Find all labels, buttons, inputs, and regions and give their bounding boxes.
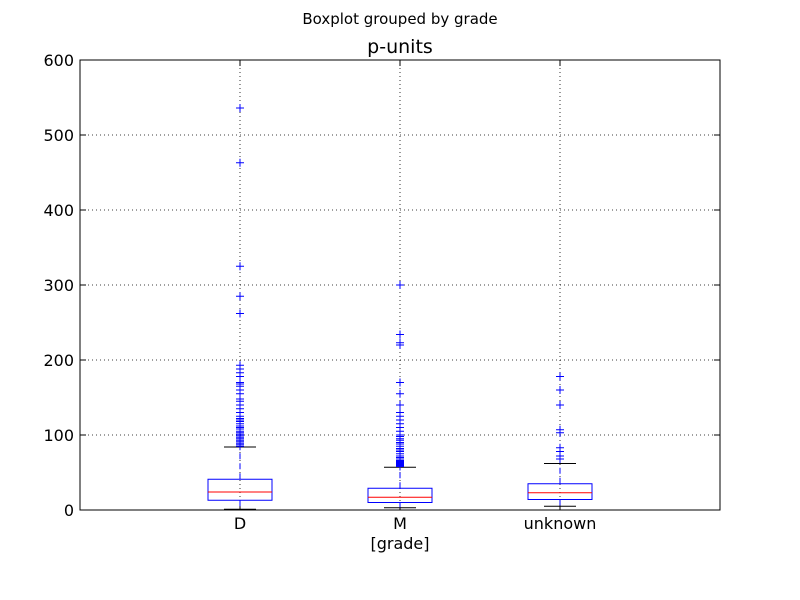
outlier-point	[396, 408, 404, 417]
box-iqr	[367, 487, 433, 503]
outlier-point	[236, 361, 244, 370]
outlier-point	[396, 401, 404, 409]
box-iqr	[527, 483, 593, 500]
plot-frame	[79, 59, 721, 511]
x-tick-label: D	[234, 514, 246, 533]
outlier-point	[556, 372, 564, 381]
chart-title: p-units	[367, 36, 433, 58]
y-tick-label: 100	[43, 426, 74, 445]
boxes	[207, 104, 593, 510]
outlier-point	[236, 104, 244, 112]
outlier-point	[396, 378, 404, 387]
box-group	[527, 372, 593, 507]
y-tick-label: 0	[64, 501, 74, 520]
outlier-point	[236, 158, 244, 167]
outlier-point	[396, 330, 404, 339]
x-tick-label: M	[393, 514, 407, 533]
x-tick-label: unknown	[524, 514, 597, 533]
outlier-point	[556, 401, 564, 409]
outlier-point	[396, 389, 404, 398]
outlier-point	[556, 386, 564, 394]
outlier-point	[236, 262, 244, 271]
outlier-point	[236, 292, 244, 301]
box-iqr	[207, 478, 273, 501]
y-axis: 0 100 200 300 400 500 600	[43, 51, 720, 520]
y-tick-label: 400	[43, 201, 74, 220]
box-group	[367, 281, 433, 509]
y-tick-label: 300	[43, 276, 74, 295]
outlier-point	[396, 281, 404, 289]
outlier-point	[556, 443, 564, 452]
y-tick-label: 600	[43, 51, 74, 70]
y-tick-label: 500	[43, 126, 74, 145]
x-axis-label: [grade]	[370, 534, 429, 553]
outlier-point	[236, 309, 244, 318]
outlier-point	[396, 338, 404, 347]
outlier-point	[556, 425, 564, 434]
chart-suptitle: Boxplot grouped by grade	[302, 10, 497, 28]
box-group	[207, 104, 273, 510]
y-tick-label: 200	[43, 351, 74, 370]
